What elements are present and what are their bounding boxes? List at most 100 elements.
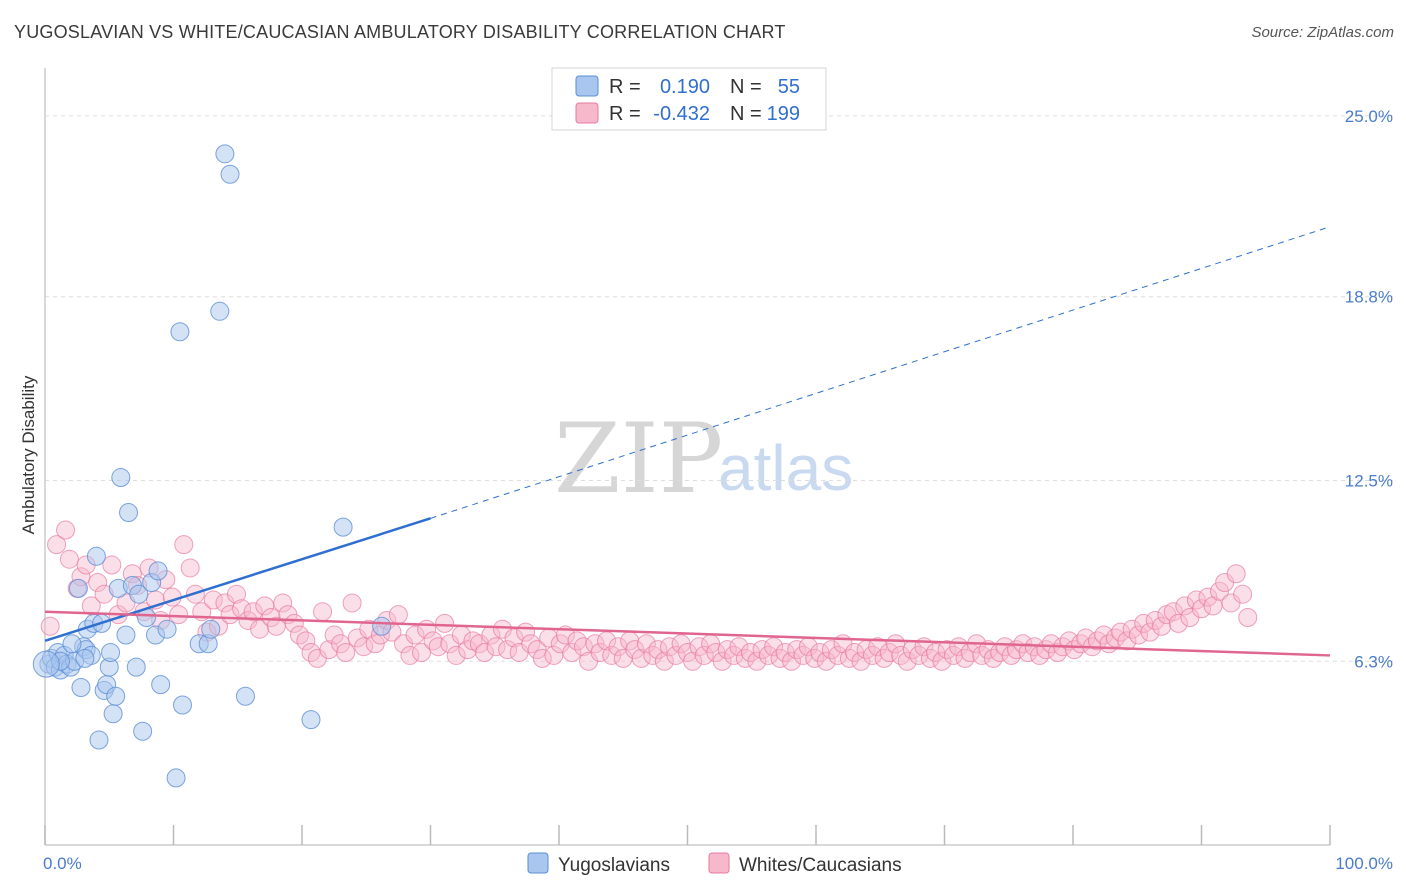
data-point-yugoslavians <box>75 648 95 668</box>
data-point-whites <box>1001 645 1021 665</box>
data-point-whites <box>782 651 802 671</box>
data-point-whites <box>828 645 848 665</box>
data-point-whites <box>226 584 246 604</box>
data-point-whites <box>1117 631 1137 651</box>
data-point-whites <box>388 605 408 625</box>
data-point-whites <box>874 648 894 668</box>
data-point-yugoslavians <box>235 686 255 706</box>
data-point-yugoslavians <box>126 657 146 677</box>
y-tick-label: 18.8% <box>1345 288 1393 307</box>
data-point-whites <box>458 640 478 660</box>
data-point-yugoslavians <box>71 678 91 698</box>
data-point-whites <box>40 616 60 636</box>
bottom-legend-label-whites: Whites/Caucasians <box>739 855 902 876</box>
x-tick-labels: 0.0% 100.0% <box>43 854 1393 873</box>
data-point-whites <box>863 645 883 665</box>
data-point-whites <box>608 637 628 657</box>
data-point-yugoslavians <box>106 686 126 706</box>
series-legend: Yugoslavians Whites/Caucasians <box>527 852 902 876</box>
data-point-yugoslavians <box>89 730 109 750</box>
data-point-whites <box>689 637 709 657</box>
data-point-whites <box>88 573 108 593</box>
data-point-whites <box>59 549 79 569</box>
data-point-whites <box>313 602 333 622</box>
chart-title: YUGOSLAVIAN VS WHITE/CAUCASIAN AMBULATOR… <box>14 22 786 42</box>
trend-line-yugoslavians-extrapolated <box>430 226 1331 519</box>
data-point-whites <box>1175 596 1195 616</box>
data-point-whites <box>724 645 744 665</box>
data-point-whites <box>319 640 339 660</box>
data-point-whites <box>1152 616 1172 636</box>
data-point-whites <box>562 643 582 663</box>
data-point-yugoslavians <box>301 710 321 730</box>
data-point-whites <box>955 648 975 668</box>
data-point-whites <box>405 625 425 645</box>
watermark: ZIP atlas <box>554 403 853 515</box>
bottom-legend-swatch-yugoslavians <box>527 852 549 874</box>
data-point-whites <box>747 651 767 671</box>
data-point-whites <box>631 648 651 668</box>
data-point-whites <box>504 628 524 648</box>
data-point-yugoslavians <box>166 768 186 788</box>
data-point-whites <box>532 648 552 668</box>
data-point-whites <box>1163 602 1183 622</box>
data-point-whites <box>1186 590 1206 610</box>
data-point-yugoslavians <box>101 643 121 663</box>
data-point-yugoslavians <box>68 578 88 598</box>
trend-line-yugoslavians <box>44 517 431 643</box>
data-point-whites <box>1238 608 1258 628</box>
y-tick-labels: 6.3% 12.5% 18.8% 25.0% <box>1345 107 1393 671</box>
data-point-whites <box>412 643 432 663</box>
legend-n-value: 55 <box>778 76 800 98</box>
data-point-whites <box>47 535 67 555</box>
x-tick-label: 0.0% <box>43 854 82 873</box>
data-point-whites <box>261 608 281 628</box>
source-credit: Source: ZipAtlas.com <box>1251 24 1394 41</box>
data-point-yugoslavians <box>157 619 177 639</box>
data-point-whites <box>932 651 952 671</box>
y-axis-label: Ambulatory Disability <box>19 375 38 534</box>
data-point-whites <box>169 605 189 625</box>
data-point-whites <box>909 645 929 665</box>
bottom-legend-swatch-whites <box>708 852 730 874</box>
data-point-whites <box>666 645 686 665</box>
data-point-whites <box>331 634 351 654</box>
data-point-whites <box>851 651 871 671</box>
data-point-whites <box>423 631 443 651</box>
data-point-whites <box>678 643 697 663</box>
data-point-yugoslavians <box>116 625 136 645</box>
data-point-yugoslavians <box>129 584 149 604</box>
data-point-whites <box>585 634 605 654</box>
data-point-whites <box>1233 584 1253 604</box>
series-yugoslavians-points <box>32 144 392 788</box>
legend-swatch-whites <box>575 102 599 124</box>
data-point-yugoslavians <box>119 503 139 523</box>
data-point-whites <box>400 645 420 665</box>
data-point-whites <box>336 643 356 663</box>
data-point-whites <box>342 593 362 613</box>
legend-r-value: -0.432 <box>653 103 710 125</box>
data-point-yugoslavians <box>201 619 221 639</box>
bottom-legend-label-yugoslavians: Yugoslavians <box>558 855 670 876</box>
data-point-yugoslavians <box>215 144 235 164</box>
data-point-yugoslavians <box>111 468 131 488</box>
trend-lines <box>44 226 1331 657</box>
data-point-yugoslavians <box>148 561 168 581</box>
data-point-whites <box>636 634 656 654</box>
data-point-whites <box>486 637 506 657</box>
data-point-whites <box>643 645 663 665</box>
data-point-whites <box>712 651 732 671</box>
data-point-yugoslavians <box>32 650 60 678</box>
data-point-whites <box>527 640 547 660</box>
x-tick-label: 100.0% <box>1335 854 1393 873</box>
data-point-whites <box>729 637 749 657</box>
data-point-whites <box>273 593 293 613</box>
y-tick-label: 12.5% <box>1345 471 1393 490</box>
legend-n-label: N = <box>730 103 762 125</box>
data-point-yugoslavians <box>151 675 171 695</box>
data-point-whites <box>735 648 755 668</box>
data-point-whites <box>1198 587 1218 607</box>
data-point-whites <box>573 637 593 657</box>
data-point-whites <box>654 651 674 671</box>
